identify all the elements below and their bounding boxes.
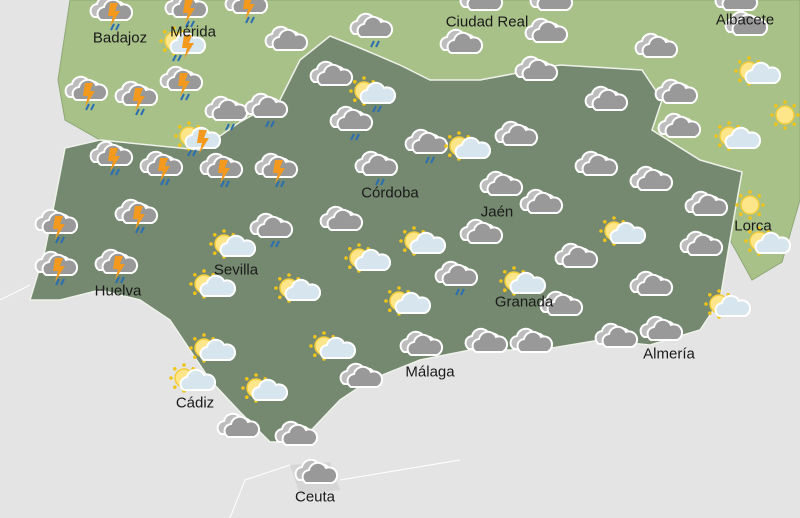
cloudy-icon — [719, 10, 771, 50]
thunderstorm-icon — [109, 198, 161, 238]
cloudy-icon — [629, 32, 681, 72]
partly-sunny-rain-icon — [344, 75, 397, 115]
cloudy-icon — [289, 458, 341, 498]
cloudy-rain-icon — [344, 12, 396, 52]
cloudy-icon — [509, 55, 561, 95]
partly-sunny-icon — [184, 332, 237, 372]
partly-sunny-icon — [184, 268, 237, 308]
city-label-huelva: Huelva — [94, 282, 142, 300]
cloudy-icon — [519, 17, 571, 57]
thunderstorm-icon — [29, 250, 81, 290]
country-border — [0, 284, 31, 301]
city-label-cordoba: Córdoba — [361, 184, 419, 202]
thunderstorm-icon — [154, 65, 206, 105]
cloudy-icon — [454, 218, 506, 258]
sun-thunderstorm-icon — [169, 120, 222, 160]
cloudy-icon — [259, 25, 311, 65]
thunderstorm-icon — [134, 150, 186, 190]
city-label-badajoz: Badajoz — [92, 29, 148, 47]
cloudy-rain-icon — [324, 105, 376, 145]
partly-sunny-icon — [236, 372, 289, 412]
city-label-almeria: Almería — [643, 345, 695, 363]
city-label-albacete: Albacete — [715, 11, 775, 29]
partly-sunny-icon — [494, 265, 547, 305]
city-label-merida: Mérida — [170, 23, 216, 41]
cloudy-rain-icon — [239, 92, 291, 132]
cloudy-icon — [579, 85, 631, 125]
sun-thunderstorm-icon — [154, 25, 207, 65]
city-label-ceuta: Ceuta — [294, 488, 336, 506]
cloudy-icon — [569, 150, 621, 190]
cloudy-icon — [709, 0, 761, 25]
cloudy-rain-icon — [199, 95, 251, 135]
thunderstorm-icon — [29, 208, 81, 248]
cloudy-icon — [211, 412, 263, 452]
cloudy-icon — [649, 78, 701, 118]
cloudy-icon — [652, 112, 704, 152]
city-label-cadiz: Cádiz — [175, 394, 215, 412]
city-label-jaen: Jaén — [480, 203, 514, 221]
partly-sunny-icon — [304, 330, 357, 370]
partly-sunny-icon — [204, 228, 257, 268]
cloudy-icon — [524, 0, 576, 25]
partly-sunny-icon — [379, 285, 432, 325]
thunderstorm-icon — [109, 80, 161, 120]
cloudy-icon — [549, 242, 601, 282]
cloudy-icon — [334, 362, 386, 402]
cloudy-icon — [304, 60, 356, 100]
thunderstorm-icon — [59, 75, 111, 115]
cloudy-icon — [589, 322, 641, 362]
cloudy-icon — [504, 327, 556, 367]
cloudy-icon — [624, 270, 676, 310]
thunderstorm-icon — [84, 0, 136, 35]
sunny-icon — [724, 185, 776, 225]
city-label-sevilla: Sevilla — [213, 261, 259, 279]
coast-line — [339, 459, 461, 481]
partly-sunny-icon — [394, 225, 447, 265]
country-border — [229, 464, 291, 518]
thunderstorm-icon — [89, 248, 141, 288]
cloudy-icon — [314, 205, 366, 245]
cloudy-icon — [459, 327, 511, 367]
cloudy-icon — [679, 190, 731, 230]
thunderstorm-icon — [219, 0, 271, 28]
cloudy-rain-icon — [429, 260, 481, 300]
city-label-lorca: Lorca — [734, 217, 772, 235]
partly-sunny-icon — [729, 55, 782, 95]
city-label-ciudad-real: Ciudad Real — [445, 13, 529, 31]
cloudy-icon — [454, 0, 506, 25]
partly-sunny-icon — [164, 362, 217, 402]
cloudy-rain-icon — [399, 128, 451, 168]
city-label-malaga: Málaga — [405, 363, 455, 381]
cloudy-icon — [634, 315, 686, 355]
thunderstorm-icon — [249, 152, 301, 192]
partly-sunny-icon — [439, 130, 492, 170]
cloudy-icon — [514, 188, 566, 228]
cloudy-icon — [624, 165, 676, 205]
sunny-icon — [759, 95, 800, 135]
partly-sunny-icon — [339, 242, 392, 282]
partly-sunny-icon — [709, 120, 762, 160]
partly-sunny-icon — [594, 215, 647, 255]
cloudy-rain-icon — [349, 150, 401, 190]
thunderstorm-icon — [194, 152, 246, 192]
partly-sunny-icon — [739, 225, 792, 265]
thunderstorm-icon — [84, 140, 136, 180]
cloudy-icon — [534, 290, 586, 330]
partly-sunny-icon — [269, 272, 322, 312]
cloudy-icon — [394, 330, 446, 370]
city-label-granada: Granada — [494, 293, 554, 311]
cloudy-icon — [269, 420, 321, 460]
cloudy-rain-icon — [244, 212, 296, 252]
partly-sunny-icon — [699, 288, 752, 328]
thunderstorm-icon — [159, 0, 211, 32]
cloudy-icon — [434, 28, 486, 68]
cloudy-icon — [474, 170, 526, 210]
cloudy-icon — [674, 230, 726, 270]
cloudy-icon — [489, 120, 541, 160]
